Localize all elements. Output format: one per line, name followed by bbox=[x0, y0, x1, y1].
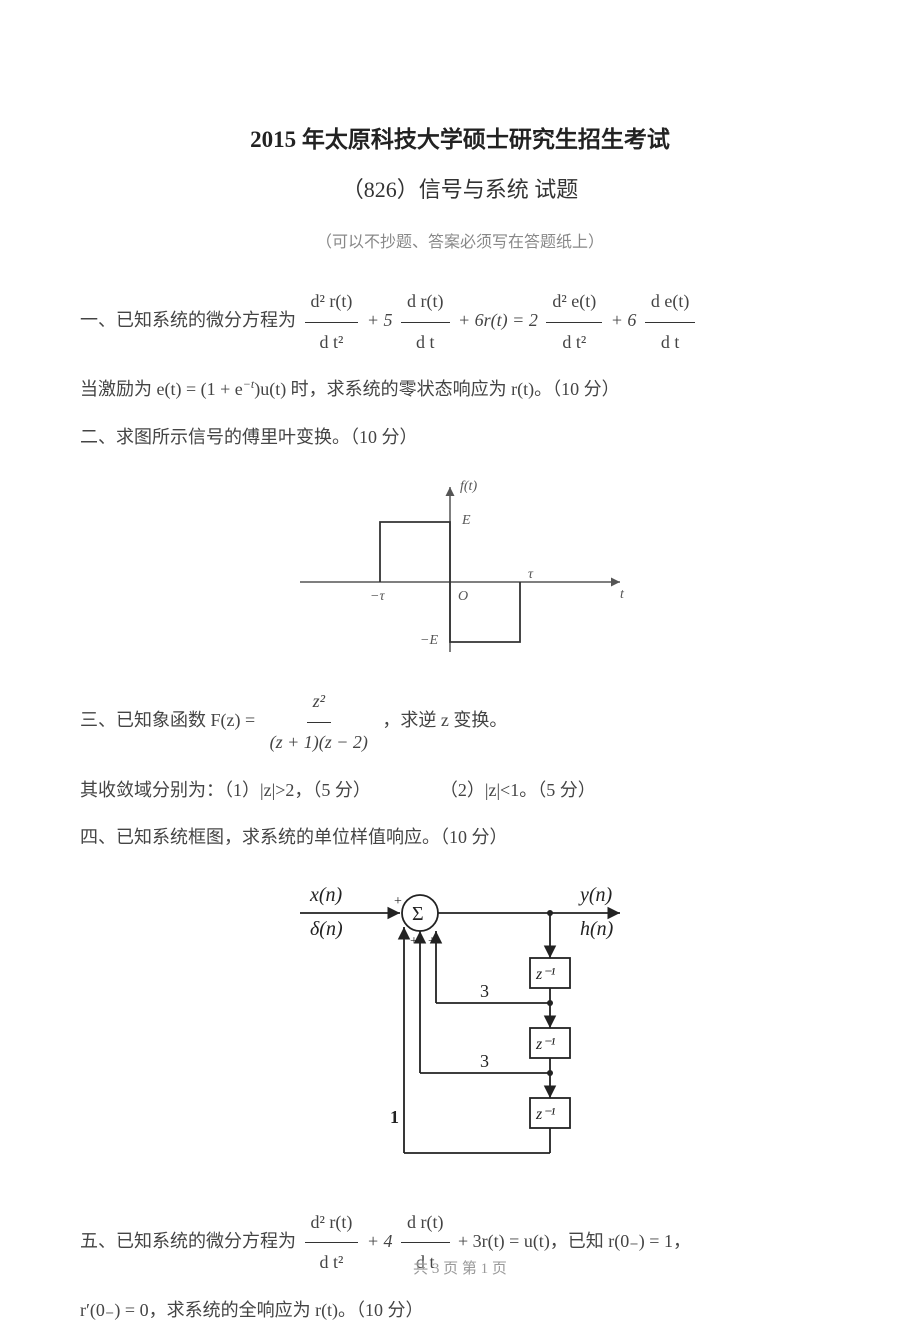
q5-prefix: 五、已知系统的微分方程为 bbox=[80, 1231, 296, 1251]
question-1-line2: 当激励为 e(t) = (1 + e−t)u(t) 时，求系统的零状态响应为 r… bbox=[80, 370, 840, 410]
q5-frac1-num: d² r(t) bbox=[305, 1203, 359, 1244]
q5-mid2: + 3r(t) = u(t)，已知 r(0₋) = 1， bbox=[458, 1231, 691, 1251]
q1-frac4: d e(t) d t bbox=[645, 282, 695, 362]
svg-text:+: + bbox=[394, 894, 402, 909]
question-5-line2: r′(0₋) = 0，求系统的全响应为 r(t)。（10 分） bbox=[80, 1291, 840, 1331]
q1-frac3-den: d t² bbox=[556, 323, 592, 363]
q1-mid: + 6r(t) = 2 bbox=[458, 310, 542, 330]
q5-mid1: + 4 bbox=[367, 1231, 397, 1251]
question-2: 二、求图所示信号的傅里叶变换。（10 分） bbox=[80, 418, 840, 458]
question-1: 一、已知系统的微分方程为 d² r(t) d t² + 5 d r(t) d t… bbox=[80, 282, 840, 362]
svg-text:δ(n): δ(n) bbox=[310, 918, 343, 940]
fig-O: O bbox=[458, 589, 468, 604]
svg-text:3: 3 bbox=[480, 1051, 489, 1071]
q1-frac1: d² r(t) d t² bbox=[305, 282, 359, 362]
fig-tau: τ bbox=[528, 567, 534, 582]
page-subtitle: （826）信号与系统 试题 bbox=[80, 172, 840, 204]
q1-frac3-num: d² e(t) bbox=[546, 282, 602, 323]
q3-prefix: 三、已知象函数 F(z) = bbox=[80, 711, 260, 731]
svg-text:z⁻¹: z⁻¹ bbox=[535, 1036, 556, 1053]
q1-frac2-den: d t bbox=[410, 323, 441, 363]
question-4: 四、已知系统框图，求系统的单位样值响应。（10 分） bbox=[80, 818, 840, 858]
q1-sup: −t bbox=[243, 377, 254, 391]
q3-frac-num: z² bbox=[307, 682, 331, 723]
svg-text:y(n): y(n) bbox=[578, 884, 613, 906]
q1-l2a: 当激励为 e(t) = (1 + e bbox=[80, 379, 243, 399]
svg-text:1: 1 bbox=[390, 1107, 399, 1127]
fig-E: E bbox=[461, 513, 471, 528]
svg-text:+: + bbox=[428, 934, 436, 949]
q1-frac4-num: d e(t) bbox=[645, 282, 695, 323]
fig-negE: −E bbox=[420, 633, 438, 648]
page-instruction: （可以不抄题、答案必须写在答题纸上） bbox=[80, 228, 840, 252]
question-3-sub: 其收敛域分别为：（1）|z|>2，（5 分） （2）|z|<1。（5 分） bbox=[80, 771, 840, 811]
q3-sub2: （2）|z|<1。（5 分） bbox=[440, 780, 596, 800]
q1-l2b: )u(t) 时，求系统的零状态响应为 r(t)。（10 分） bbox=[254, 379, 619, 399]
fig-xlabel: t bbox=[620, 587, 625, 602]
q1-frac2-num: d r(t) bbox=[401, 282, 449, 323]
block-diagram-svg: Σ + + + x(n) δ(n) y(n) h(n) z⁻¹ 3 z⁻¹ 3 … bbox=[270, 873, 650, 1183]
fig-ylabel: f(t) bbox=[460, 479, 477, 494]
q3-suffix: ，求逆 z 变换。 bbox=[382, 711, 507, 731]
q1-plus1: + 5 bbox=[367, 310, 397, 330]
q4-figure: Σ + + + x(n) δ(n) y(n) h(n) z⁻¹ 3 z⁻¹ 3 … bbox=[80, 873, 840, 1188]
svg-text:3: 3 bbox=[480, 981, 489, 1001]
svg-text:h(n): h(n) bbox=[580, 918, 614, 940]
fig-negtau: −τ bbox=[370, 589, 385, 604]
svg-text:z⁻¹: z⁻¹ bbox=[535, 1106, 556, 1123]
q1-plus2: + 6 bbox=[611, 310, 641, 330]
q1-frac3: d² e(t) d t² bbox=[546, 282, 602, 362]
q2-figure: f(t) E τ −τ O −E t bbox=[80, 472, 840, 667]
page-title: 2015 年太原科技大学硕士研究生招生考试 bbox=[80, 120, 840, 154]
q1-frac4-den: d t bbox=[655, 323, 686, 363]
q1-frac1-den: d t² bbox=[313, 323, 349, 363]
svg-text:z⁻¹: z⁻¹ bbox=[535, 966, 556, 983]
q3-frac-den: (z + 1)(z − 2) bbox=[264, 723, 374, 763]
svg-text:Σ: Σ bbox=[412, 903, 424, 925]
svg-text:+: + bbox=[410, 934, 418, 949]
q3-frac: z² (z + 1)(z − 2) bbox=[264, 682, 374, 762]
svg-text:x(n): x(n) bbox=[309, 884, 343, 906]
q3-sub1: 其收敛域分别为：（1）|z|>2，（5 分） bbox=[80, 780, 371, 800]
q1-frac1-num: d² r(t) bbox=[305, 282, 359, 323]
page-footer: 共 3 页 第 1 页 bbox=[0, 1257, 920, 1278]
q1-frac2: d r(t) d t bbox=[401, 282, 449, 362]
question-3: 三、已知象函数 F(z) = z² (z + 1)(z − 2) ，求逆 z 变… bbox=[80, 682, 840, 762]
signal-plot-svg: f(t) E τ −τ O −E t bbox=[280, 472, 640, 662]
q5-frac2-num: d r(t) bbox=[401, 1203, 449, 1244]
q1-prefix: 一、已知系统的微分方程为 bbox=[80, 310, 296, 330]
